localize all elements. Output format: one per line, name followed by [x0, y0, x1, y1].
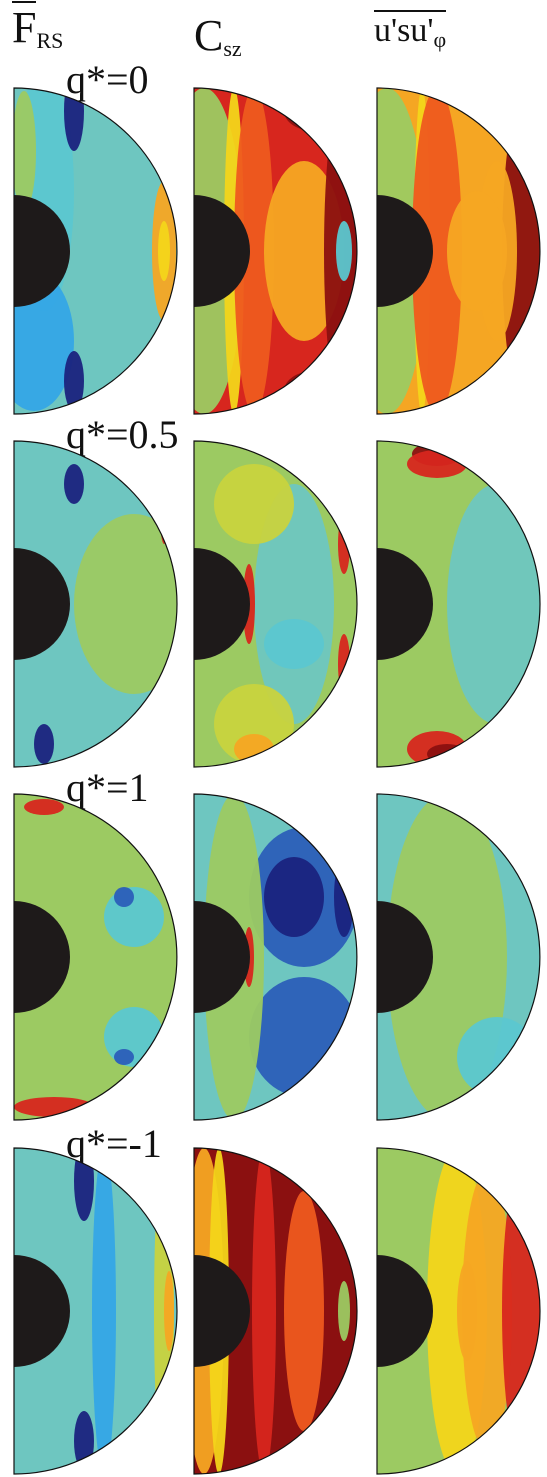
inner-core [14, 901, 70, 1013]
inner-core [377, 548, 433, 660]
header-us-uphi: u'su'φ [374, 10, 447, 52]
row-label-q1: q*=1 [66, 765, 149, 810]
contour-panel-r1-c1 [193, 440, 358, 768]
contour-panel-r0-c1 [193, 87, 358, 415]
header-f-base: F [12, 1, 37, 52]
header-uphi: u' [410, 12, 434, 49]
header-c-sz: Csz [194, 14, 242, 60]
header-f-sub: RS [36, 28, 64, 53]
row-label-qm1: q*=-1 [66, 1121, 162, 1166]
contour-panel-r3-c0 [13, 1147, 178, 1475]
contour-panel-r2-c0 [13, 793, 178, 1121]
header-c-sub: sz [223, 36, 242, 61]
inner-core [14, 548, 70, 660]
header-uphi-sub: φ [433, 27, 447, 52]
inner-core [14, 195, 70, 307]
header-us: u's [374, 12, 411, 49]
inner-core [194, 901, 250, 1013]
inner-core [194, 1255, 250, 1367]
row-label-q0: q*=0 [66, 57, 149, 102]
inner-core [194, 548, 250, 660]
inner-core [377, 1255, 433, 1367]
contour-panel-r0-c0 [13, 87, 178, 415]
header-f-rs: FRS [12, 1, 64, 53]
inner-core [377, 901, 433, 1013]
contour-panel-r1-c0 [13, 440, 178, 768]
header-c-base: C [194, 11, 224, 60]
inner-core [14, 1255, 70, 1367]
row-label-q05: q*=0.5 [66, 412, 179, 457]
inner-core [377, 195, 433, 307]
inner-core [194, 195, 250, 307]
